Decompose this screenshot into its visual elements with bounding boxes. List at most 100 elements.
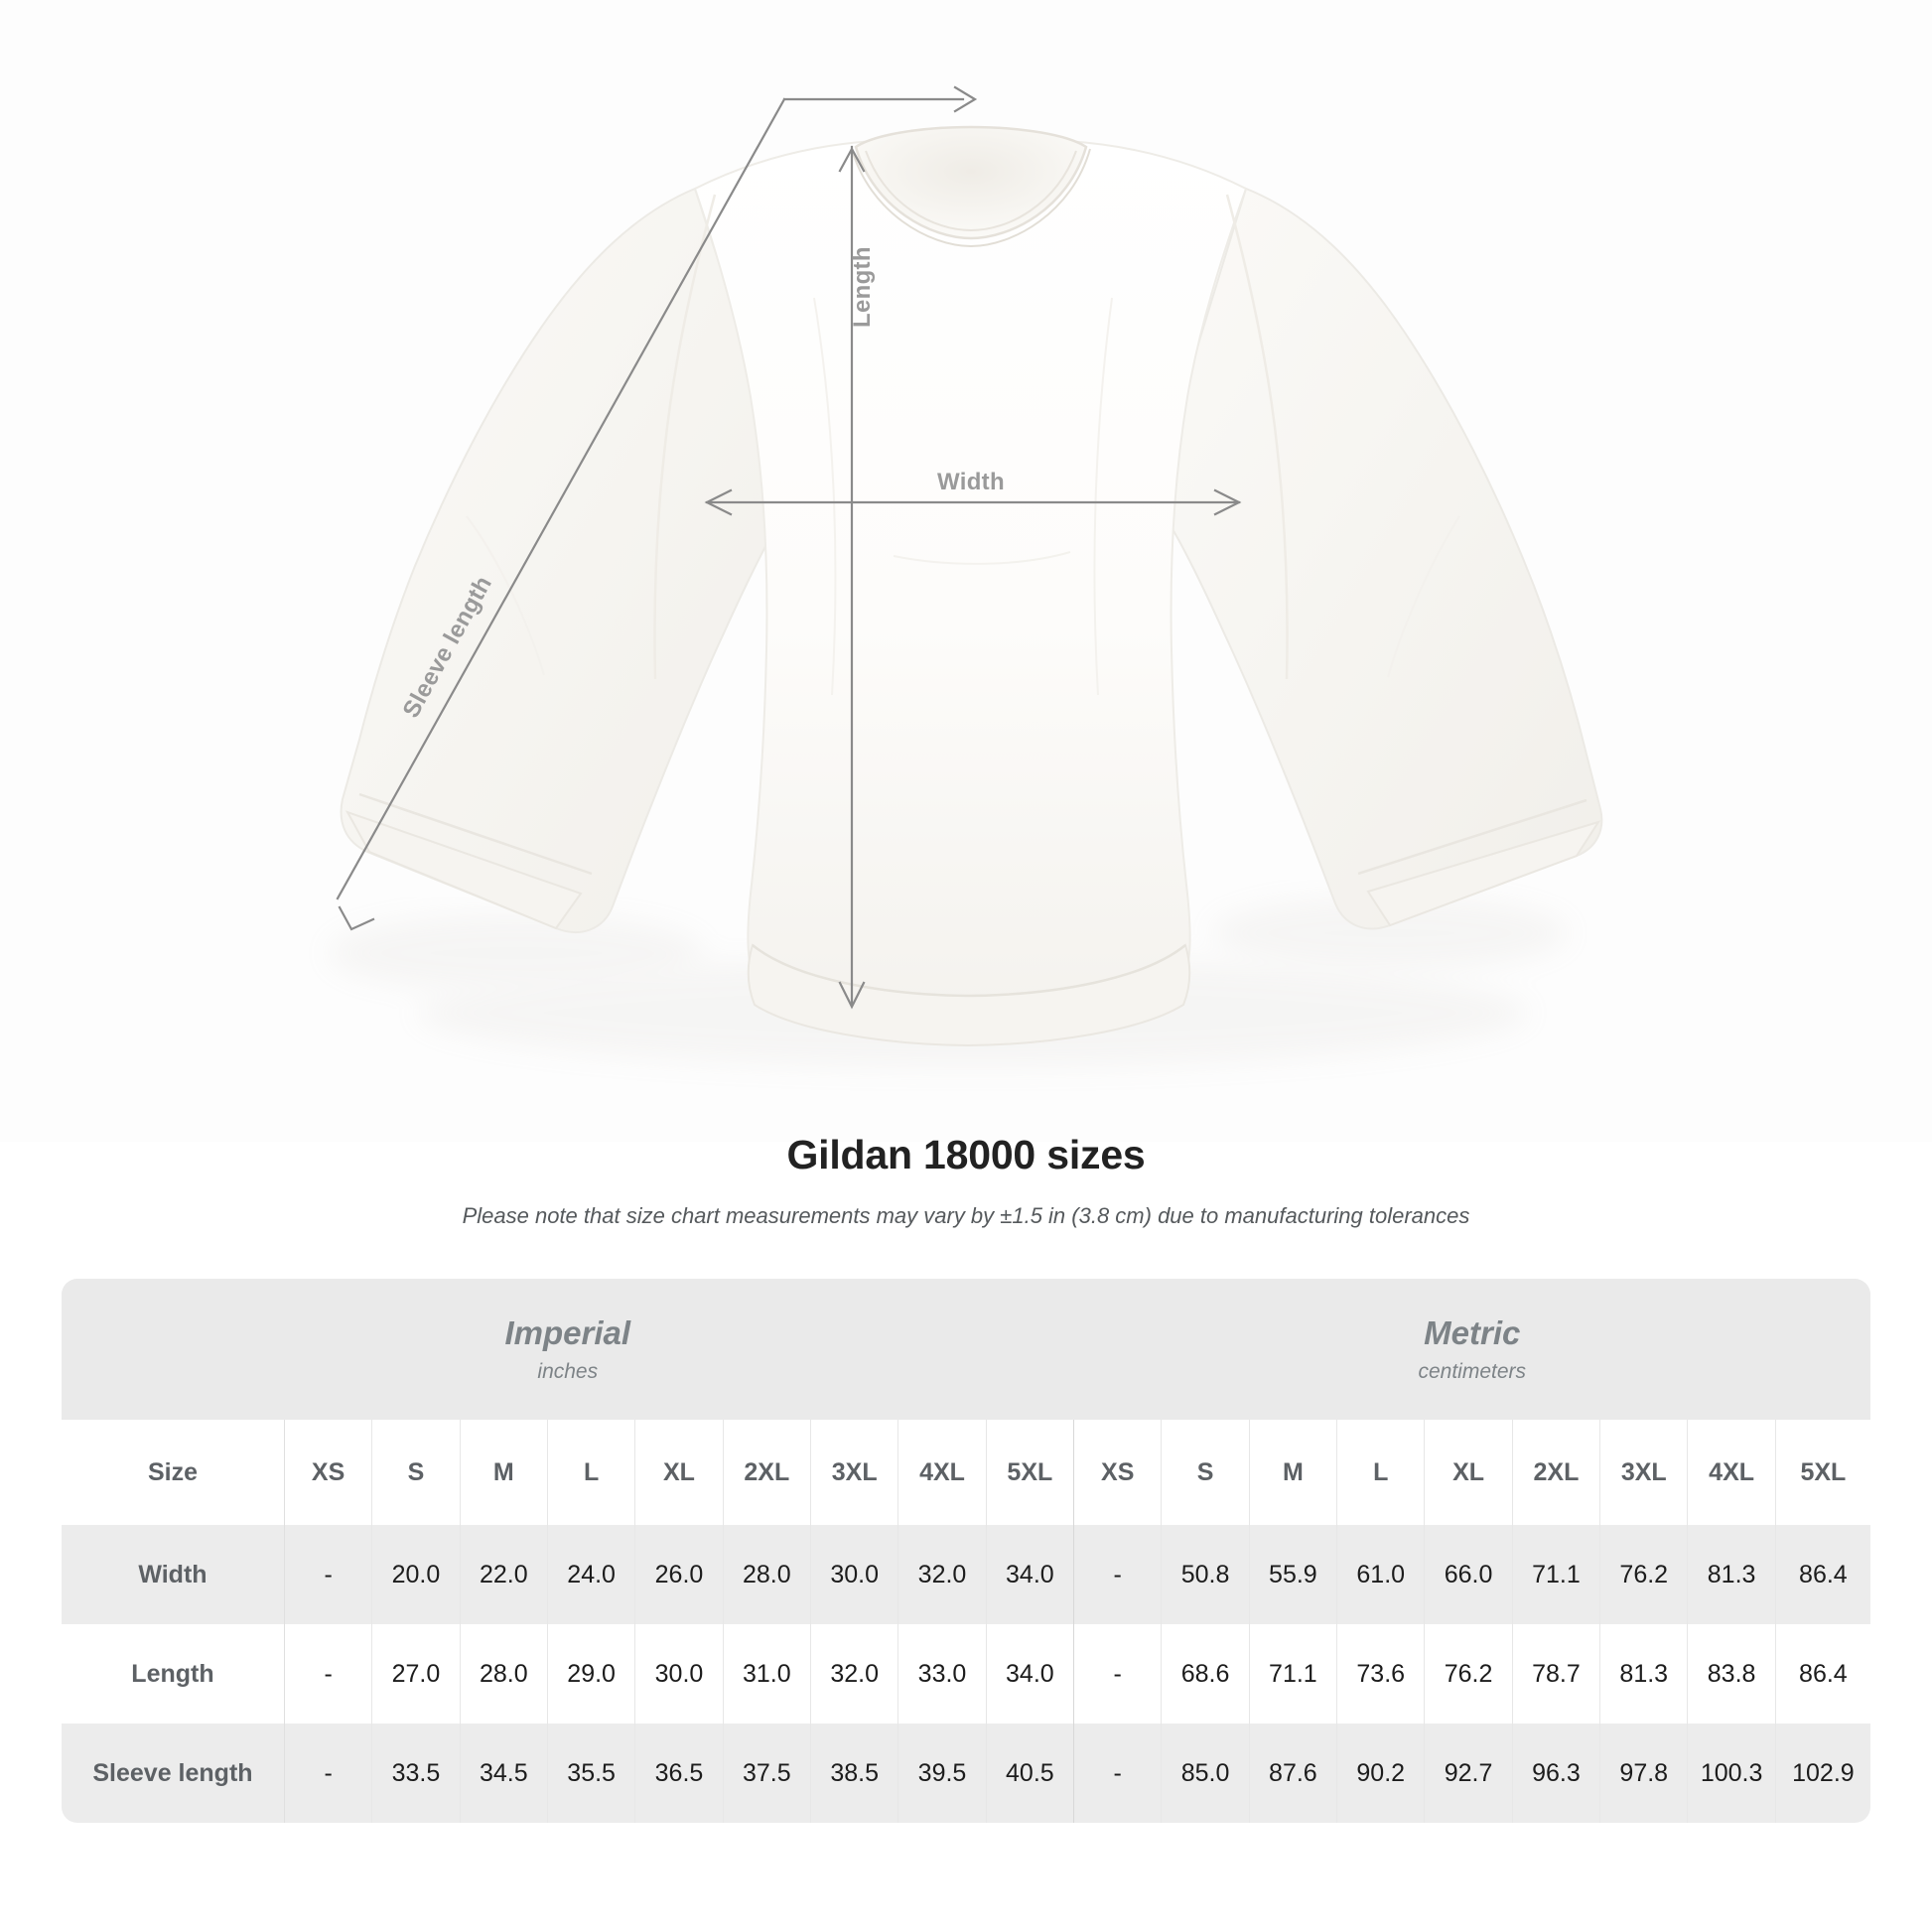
cell-length-imperial-xs: - [284, 1624, 373, 1724]
imperial-unit-cell: Imperial inches [62, 1279, 1074, 1420]
header-metric-2xl: 2XL [1512, 1420, 1601, 1525]
cell-width-metric-xs: - [1073, 1525, 1163, 1624]
size-header-row: Size XS S M L XL 2XL 3XL 4XL 5XL XS S M … [62, 1420, 1870, 1525]
size-chart-table: Imperial inches Metric centimeters Size … [62, 1279, 1870, 1823]
cell-sleeve-imperial-m: 34.5 [460, 1724, 548, 1823]
header-imperial-5xl: 5XL [986, 1420, 1075, 1525]
cell-sleeve-imperial-4xl: 39.5 [897, 1724, 987, 1823]
row-label-width: Width [62, 1525, 285, 1624]
tolerance-note: Please note that size chart measurements… [462, 1203, 1470, 1228]
header-imperial-3xl: 3XL [810, 1420, 899, 1525]
cell-sleeve-metric-xl: 92.7 [1424, 1724, 1513, 1823]
cell-width-metric-4xl: 81.3 [1687, 1525, 1776, 1624]
row-label-length: Length [62, 1624, 285, 1724]
cell-length-metric-s: 68.6 [1161, 1624, 1250, 1724]
header-metric-3xl: 3XL [1599, 1420, 1689, 1525]
imperial-unit-sub: inches [537, 1359, 599, 1383]
sleeve-arrow-head-bottom [338, 905, 375, 931]
cell-width-metric-l: 61.0 [1336, 1525, 1426, 1624]
cell-length-imperial-3xl: 32.0 [810, 1624, 899, 1724]
unit-banner-row: Imperial inches Metric centimeters [62, 1279, 1870, 1420]
cell-sleeve-imperial-l: 35.5 [547, 1724, 636, 1823]
cell-length-imperial-m: 28.0 [460, 1624, 548, 1724]
cell-sleeve-metric-l: 90.2 [1336, 1724, 1426, 1823]
cell-sleeve-metric-m: 87.6 [1249, 1724, 1338, 1823]
cell-sleeve-imperial-3xl: 38.5 [810, 1724, 899, 1823]
cell-width-imperial-l: 24.0 [547, 1525, 636, 1624]
header-metric-m: M [1249, 1420, 1338, 1525]
header-metric-5xl: 5XL [1775, 1420, 1870, 1525]
header-metric-xl: XL [1424, 1420, 1513, 1525]
sleeve-arrow-head-top [953, 85, 978, 113]
cell-length-metric-5xl: 86.4 [1775, 1624, 1870, 1724]
cell-length-imperial-4xl: 33.0 [897, 1624, 987, 1724]
cell-length-imperial-l: 29.0 [547, 1624, 636, 1724]
table-row: Sleeve length - 33.5 34.5 35.5 36.5 37.5… [62, 1724, 1870, 1823]
cell-width-metric-xl: 66.0 [1424, 1525, 1513, 1624]
cell-width-imperial-xs: - [284, 1525, 373, 1624]
cell-length-imperial-xl: 30.0 [634, 1624, 724, 1724]
cell-length-imperial-5xl: 34.0 [986, 1624, 1075, 1724]
sweatshirt-body [340, 125, 1603, 1047]
cell-sleeve-imperial-2xl: 37.5 [723, 1724, 812, 1823]
cell-length-imperial-2xl: 31.0 [723, 1624, 812, 1724]
cell-width-metric-3xl: 76.2 [1599, 1525, 1689, 1624]
cell-sleeve-imperial-xs: - [284, 1724, 373, 1823]
header-imperial-xl: XL [634, 1420, 724, 1525]
cell-width-metric-m: 55.9 [1249, 1525, 1338, 1624]
metric-unit-sub: centimeters [1418, 1359, 1527, 1383]
cell-sleeve-imperial-s: 33.5 [371, 1724, 461, 1823]
cell-length-metric-3xl: 81.3 [1599, 1624, 1689, 1724]
cell-width-metric-5xl: 86.4 [1775, 1525, 1870, 1624]
imperial-unit-name: Imperial [504, 1314, 631, 1352]
header-metric-xs: XS [1073, 1420, 1163, 1525]
table-row: Length - 27.0 28.0 29.0 30.0 31.0 32.0 3… [62, 1624, 1870, 1724]
header-metric-l: L [1336, 1420, 1426, 1525]
metric-unit-name: Metric [1424, 1314, 1521, 1352]
header-imperial-m: M [460, 1420, 548, 1525]
measurement-guides [336, 85, 1242, 1010]
sleeve-diagonal-line [336, 97, 786, 900]
sweatshirt-diagram [328, 85, 1603, 1068]
row-label-sleeve-length: Sleeve length [62, 1724, 285, 1823]
cell-width-imperial-2xl: 28.0 [723, 1525, 812, 1624]
cell-sleeve-imperial-xl: 36.5 [634, 1724, 724, 1823]
title-block: Gildan 18000 sizes Please note that size… [0, 1132, 1932, 1229]
header-imperial-4xl: 4XL [897, 1420, 987, 1525]
header-metric-4xl: 4XL [1687, 1420, 1776, 1525]
width-measure-label: Width [937, 469, 1005, 495]
cell-width-imperial-xl: 26.0 [634, 1525, 724, 1624]
cell-width-metric-2xl: 71.1 [1512, 1525, 1601, 1624]
cell-sleeve-imperial-5xl: 40.5 [986, 1724, 1075, 1823]
metric-unit-cell: Metric centimeters [1073, 1279, 1870, 1420]
cell-width-imperial-3xl: 30.0 [810, 1525, 899, 1624]
cell-length-metric-xl: 76.2 [1424, 1624, 1513, 1724]
length-measure-label: Length [849, 246, 876, 328]
length-arrow-head-bottom [838, 981, 866, 1010]
cell-length-metric-2xl: 78.7 [1512, 1624, 1601, 1724]
cell-width-imperial-5xl: 34.0 [986, 1525, 1075, 1624]
cell-length-metric-m: 71.1 [1249, 1624, 1338, 1724]
cell-length-metric-4xl: 83.8 [1687, 1624, 1776, 1724]
cell-width-imperial-s: 20.0 [371, 1525, 461, 1624]
header-imperial-l: L [547, 1420, 636, 1525]
length-arrow-head-top [838, 146, 866, 173]
cell-sleeve-metric-4xl: 100.3 [1687, 1724, 1776, 1823]
cell-width-metric-s: 50.8 [1161, 1525, 1250, 1624]
header-metric-s: S [1161, 1420, 1250, 1525]
cell-width-imperial-4xl: 32.0 [897, 1525, 987, 1624]
table-row: Width - 20.0 22.0 24.0 26.0 28.0 30.0 32… [62, 1525, 1870, 1624]
header-imperial-xs: XS [284, 1420, 373, 1525]
size-corner-label: Size [62, 1420, 285, 1525]
cell-length-metric-xs: - [1073, 1624, 1163, 1724]
width-arrow-head-left [704, 488, 733, 516]
garment-illustration: Length Width Sleeve length [328, 85, 1603, 1068]
size-chart-table-container: Imperial inches Metric centimeters Size … [62, 1279, 1870, 1823]
page-title: Gildan 18000 sizes [786, 1132, 1146, 1177]
header-imperial-2xl: 2XL [723, 1420, 812, 1525]
cell-sleeve-metric-5xl: 102.9 [1775, 1724, 1870, 1823]
cell-width-imperial-m: 22.0 [460, 1525, 548, 1624]
cell-length-imperial-s: 27.0 [371, 1624, 461, 1724]
cell-sleeve-metric-xs: - [1073, 1724, 1163, 1823]
cell-sleeve-metric-s: 85.0 [1161, 1724, 1250, 1823]
